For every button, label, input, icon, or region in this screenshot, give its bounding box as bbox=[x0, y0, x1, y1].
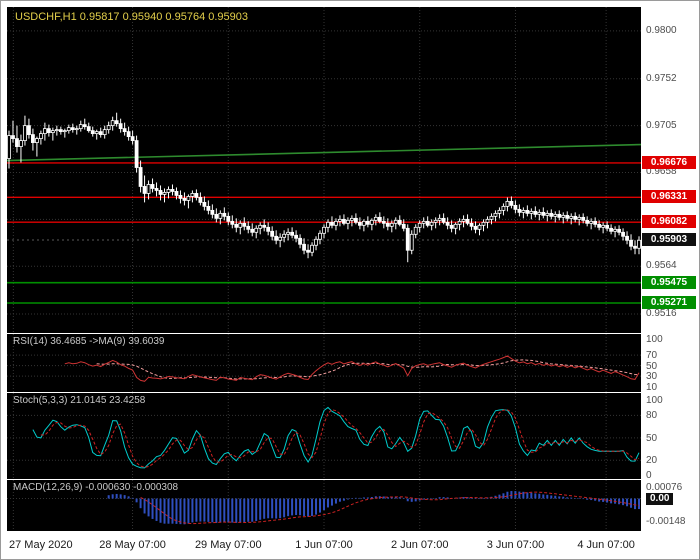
macd-panel[interactable]: MACD(12,26,9) -0.000630 -0.000308 bbox=[7, 480, 641, 531]
indicator-tick: 20 bbox=[646, 455, 658, 467]
indicator-tick: 0.00076 bbox=[646, 481, 683, 493]
stochastic-plot[interactable] bbox=[7, 393, 641, 479]
rsi-label: RSI(14) 36.4685 ->MA(9) 39.6039 bbox=[13, 336, 165, 347]
stochastic-label: Stoch(5,3,3) 21.0145 23.4258 bbox=[13, 395, 146, 406]
indicator-tick: 80 bbox=[646, 410, 658, 422]
price-tick: 0.9752 bbox=[646, 72, 677, 84]
indicator-tick: -0.00148 bbox=[646, 516, 686, 528]
price-tick: 0.9564 bbox=[646, 260, 677, 272]
main-price-panel[interactable]: USDCHF,H1 0.95817 0.95940 0.95764 0.9590… bbox=[7, 7, 641, 333]
price-tick: 0.9658 bbox=[646, 166, 677, 178]
price-tick: 0.9705 bbox=[646, 119, 677, 131]
time-label: 1 Jun 07:00 bbox=[295, 539, 353, 551]
price-axis[interactable]: 0.9800 0.9752 0.9705 0.9658 0.9564 0.9516 0.96… bbox=[641, 1, 699, 559]
price-level-badge-support: 0.95475 bbox=[642, 275, 696, 289]
candlestick-plot[interactable] bbox=[7, 7, 641, 333]
price-level-badge-support: 0.95271 bbox=[642, 295, 696, 309]
price-tick: 0.9800 bbox=[646, 24, 677, 36]
indicator-tick: 100 bbox=[646, 334, 663, 346]
stochastic-panel[interactable]: Stoch(5,3,3) 21.0145 23.4258 bbox=[7, 393, 641, 479]
price-level-badge-resistance: 0.96082 bbox=[642, 215, 696, 229]
indicator-tick: 50 bbox=[646, 360, 658, 372]
time-axis[interactable]: 27 May 2020 28 May 07:00 29 May 07:00 1 Jun… bbox=[7, 533, 641, 559]
time-label: 29 May 07:00 bbox=[194, 539, 262, 551]
indicator-tick: 100 bbox=[646, 395, 663, 407]
time-label: 4 Jun 07:00 bbox=[577, 539, 635, 551]
indicator-tick: 10 bbox=[646, 381, 658, 393]
time-label: 27 May 2020 bbox=[9, 539, 73, 551]
macd-label: MACD(12,26,9) -0.000630 -0.000308 bbox=[13, 482, 179, 493]
indicator-tick: 0 bbox=[646, 470, 652, 482]
indicator-tick: 70 bbox=[646, 350, 658, 362]
price-level-badge-current: 0.95903 bbox=[642, 232, 696, 246]
rsi-panel[interactable]: RSI(14) 36.4685 ->MA(9) 39.6039 bbox=[7, 334, 641, 392]
price-level-badge-resistance: 0.96331 bbox=[642, 190, 696, 204]
time-label: 28 May 07:00 bbox=[99, 539, 166, 551]
chart-title-ohlc: USDCHF,H1 0.95817 0.95940 0.95764 0.9590… bbox=[15, 11, 249, 23]
price-level-badge-resistance: 0.96676 bbox=[642, 155, 696, 169]
macd-plot[interactable] bbox=[7, 480, 641, 531]
price-tick: 0.9516 bbox=[646, 308, 677, 320]
rsi-plot[interactable] bbox=[7, 334, 641, 392]
time-label: 3 Jun 07:00 bbox=[486, 539, 545, 551]
indicator-value-badge: 0.00 bbox=[646, 492, 674, 505]
indicator-tick: 30 bbox=[646, 371, 658, 383]
indicator-tick: 50 bbox=[646, 432, 658, 444]
time-label: 2 Jun 07:00 bbox=[390, 539, 449, 551]
